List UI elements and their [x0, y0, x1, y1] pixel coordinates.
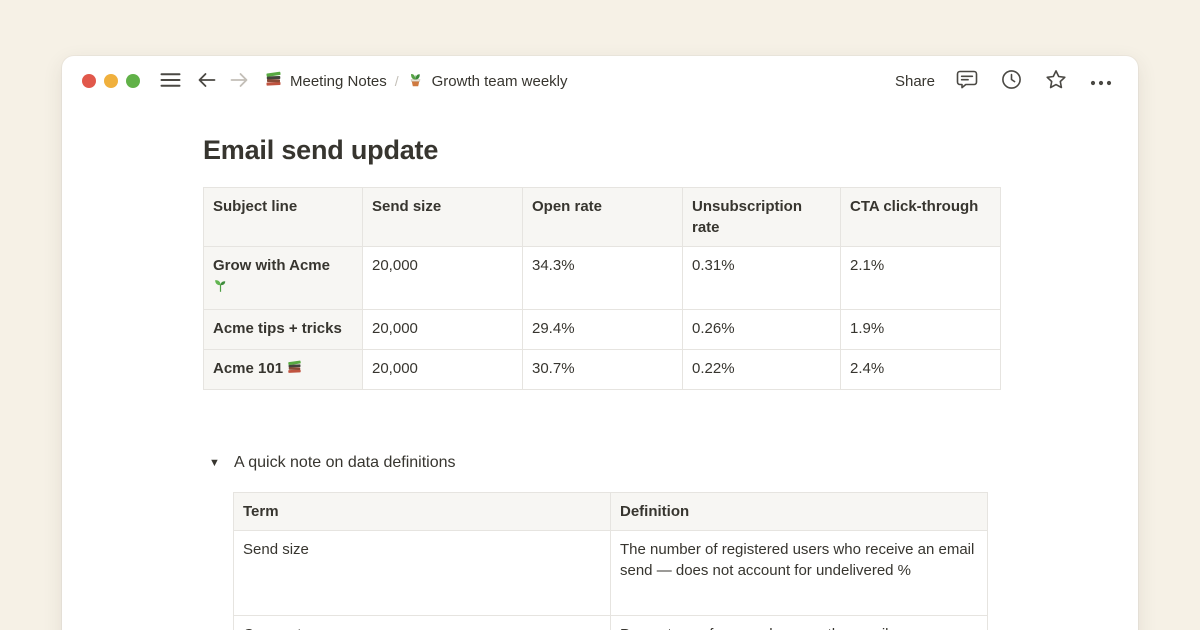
toggle-label: A quick note on data definitions — [234, 454, 456, 471]
breadcrumb-label: Growth team weekly — [431, 72, 568, 90]
cell-unsub-rate[interactable]: 0.26% — [682, 309, 841, 350]
more-options-button[interactable] — [1088, 72, 1114, 91]
table-header-row: Term Definition — [233, 492, 988, 531]
books-icon — [287, 360, 302, 381]
cell-unsub-rate[interactable]: 0.22% — [682, 349, 841, 390]
cell-cta[interactable]: 1.9% — [840, 309, 1001, 350]
chevron-down-icon[interactable]: ▼ — [209, 457, 220, 469]
sidebar-menu-button[interactable] — [158, 70, 183, 93]
breadcrumb-item-meeting-notes[interactable]: Meeting Notes — [265, 71, 387, 92]
cell-send-size[interactable]: 20,000 — [362, 309, 523, 350]
close-window-button[interactable] — [82, 74, 96, 88]
table-row: Grow with Acme 20,000 34.3% 0.31% 2.1% — [203, 246, 1001, 310]
cell-definition[interactable]: The number of registered users who recei… — [610, 530, 988, 616]
breadcrumb-label: Meeting Notes — [290, 72, 387, 90]
books-icon — [265, 71, 282, 92]
column-header-send-size[interactable]: Send size — [362, 187, 523, 247]
cell-send-size[interactable]: 20,000 — [362, 349, 523, 390]
column-header-definition[interactable]: Definition — [610, 492, 988, 531]
minimize-window-button[interactable] — [104, 74, 118, 88]
breadcrumb: Meeting Notes / Growth team weekly — [265, 71, 568, 92]
column-header-term[interactable]: Term — [233, 492, 611, 531]
cell-term[interactable]: Send size — [233, 530, 611, 616]
cell-open-rate[interactable]: 30.7% — [522, 349, 683, 390]
cell-cta[interactable]: 2.4% — [840, 349, 1001, 390]
breadcrumb-separator: / — [394, 73, 399, 89]
potted-plant-icon — [407, 71, 424, 92]
cell-unsub-rate[interactable]: 0.31% — [682, 246, 841, 310]
forward-button[interactable] — [228, 70, 251, 93]
breadcrumb-item-growth-team-weekly[interactable]: Growth team weekly — [407, 71, 568, 92]
definitions-table: Term Definition Send size The number of … — [233, 492, 988, 630]
hamburger-icon — [160, 72, 181, 91]
toggle-data-definitions[interactable]: ▼ A quick note on data definitions — [203, 454, 1138, 472]
cell-definition[interactable]: Percentage of users who open the email — [610, 615, 988, 630]
app-window: Meeting Notes / Growth team weekly Share — [62, 56, 1138, 630]
column-header-open-rate[interactable]: Open rate — [522, 187, 683, 247]
page-title: Email send update — [203, 135, 439, 165]
ellipsis-icon — [1090, 74, 1112, 89]
comment-icon — [956, 70, 978, 93]
favorite-button[interactable] — [1043, 67, 1069, 95]
cell-cta[interactable]: 2.1% — [840, 246, 1001, 310]
history-button[interactable] — [999, 67, 1024, 95]
table-row: Open rate Percentage of users who open t… — [233, 615, 988, 630]
column-header-subject-line[interactable]: Subject line — [203, 187, 363, 247]
star-icon — [1045, 69, 1067, 93]
arrow-right-icon — [230, 72, 249, 91]
table-row: Acme 101 20,000 30.7% 0.22% — [203, 349, 1001, 390]
cell-send-size[interactable]: 20,000 — [362, 246, 523, 310]
column-header-unsubscription-rate[interactable]: Unsubscription rate — [682, 187, 841, 247]
cell-term[interactable]: Open rate — [233, 615, 611, 630]
table-header-row: Subject line Send size Open rate Unsubsc… — [203, 187, 1001, 247]
navigation-arrows — [195, 70, 251, 93]
cell-subject[interactable]: Acme 101 — [203, 349, 363, 390]
back-button[interactable] — [195, 70, 218, 93]
clock-icon — [1001, 69, 1022, 93]
titlebar-actions: Share — [895, 67, 1114, 95]
seedling-icon — [213, 278, 228, 299]
zoom-window-button[interactable] — [126, 74, 140, 88]
titlebar: Meeting Notes / Growth team weekly Share — [62, 56, 1138, 106]
share-button[interactable]: Share — [894, 72, 935, 90]
comments-button[interactable] — [954, 68, 980, 95]
cell-subject[interactable]: Acme tips + tricks — [203, 309, 363, 350]
column-header-cta-click-through[interactable]: CTA click-through — [840, 187, 1001, 247]
email-metrics-table: Subject line Send size Open rate Unsubsc… — [203, 187, 1001, 390]
arrow-left-icon — [197, 72, 216, 91]
cell-open-rate[interactable]: 34.3% — [522, 246, 683, 310]
cell-open-rate[interactable]: 29.4% — [522, 309, 683, 350]
page-content: Email send update Subject line Send size… — [62, 132, 1138, 630]
table-row: Send size The number of registered users… — [233, 530, 988, 616]
cell-subject[interactable]: Grow with Acme — [203, 246, 363, 310]
table-row: Acme tips + tricks 20,000 29.4% 0.26% 1.… — [203, 309, 1001, 350]
window-controls — [82, 74, 140, 88]
